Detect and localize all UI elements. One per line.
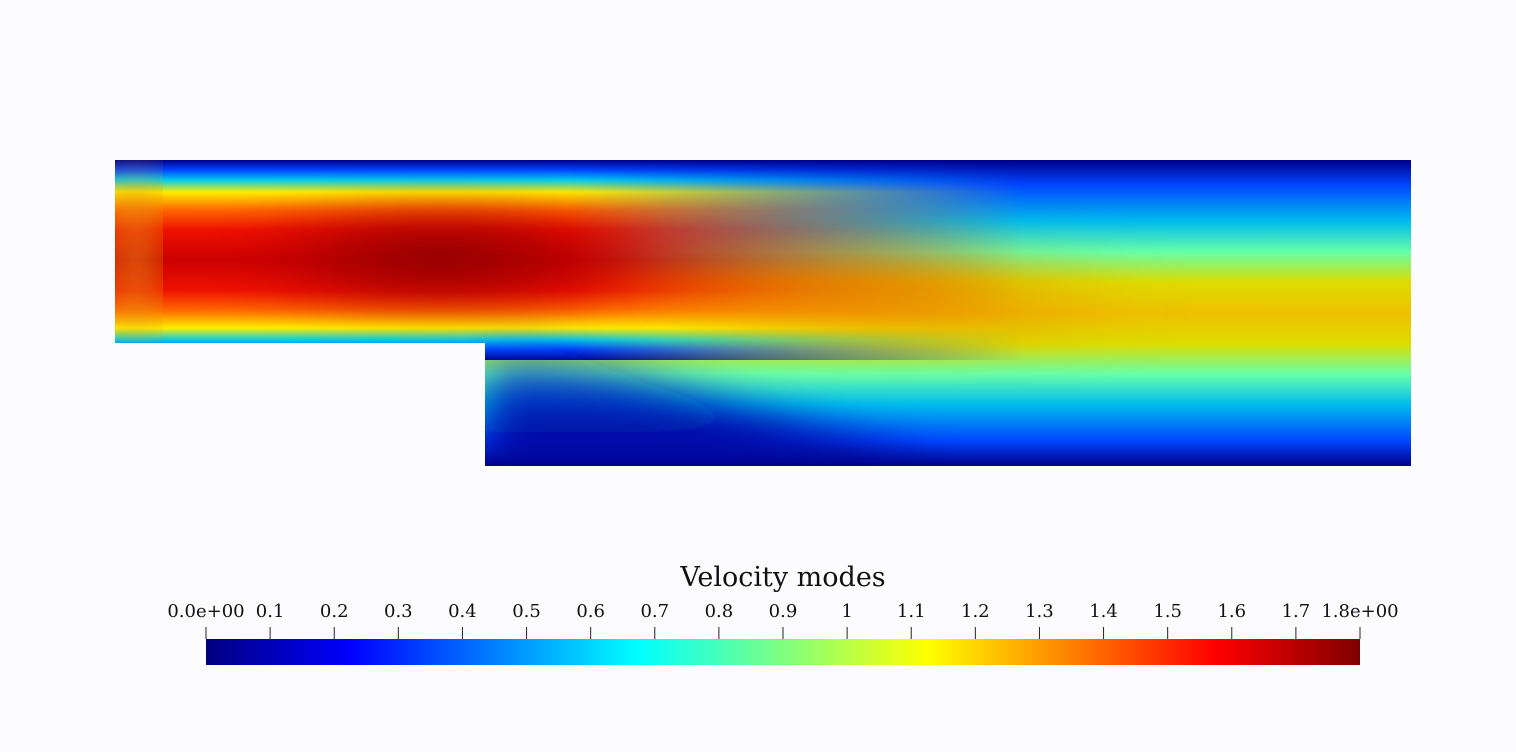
colorbar-tick-label: 1.5 (1153, 601, 1182, 622)
colorbar-tick-label: 0.5 (512, 601, 541, 622)
colorbar-tick-label: 1.7 (1282, 601, 1311, 622)
colorbar-tick-label: 1 (841, 601, 852, 622)
colorbar-tick-label: 0.6 (576, 601, 605, 622)
colorbar-tick-label: 1.4 (1089, 601, 1118, 622)
colorbar-tick-label: 1.6 (1217, 601, 1246, 622)
colorbar-tick-label: 0.9 (769, 601, 798, 622)
colorbar-tick-label: 0.8 (705, 601, 734, 622)
colorbar-tick-label: 1.1 (897, 601, 926, 622)
velocity-field (115, 160, 1411, 466)
colorbar-title: Velocity modes (679, 562, 885, 593)
colorbar-tick-label: 0.0e+00 (167, 601, 244, 622)
colorbar-tick-label: 1.2 (961, 601, 990, 622)
colorbar-ticks: 0.0e+00 0.1 0.2 0.3 0.4 0.5 0.6 0.7 0.8 0.9 1 1.1 1.… (167, 601, 1399, 639)
colorbar-tick-label: 0.2 (320, 601, 349, 622)
colorbar-tick-label: 1.8e+00 (1321, 601, 1398, 622)
colorbar-tick-label: 0.3 (384, 601, 413, 622)
colorbar-tick-label: 1.3 (1025, 601, 1054, 622)
colorbar-tick-label: 0.4 (448, 601, 477, 622)
colorbar-gradient (206, 639, 1360, 665)
colorbar-tick-label: 0.7 (640, 601, 669, 622)
colorbar-tick-label: 0.1 (256, 601, 285, 622)
colorbar: Velocity modes 0.0e+00 0.1 0.2 0.3 0.4 0.5 0.6… (167, 562, 1399, 665)
